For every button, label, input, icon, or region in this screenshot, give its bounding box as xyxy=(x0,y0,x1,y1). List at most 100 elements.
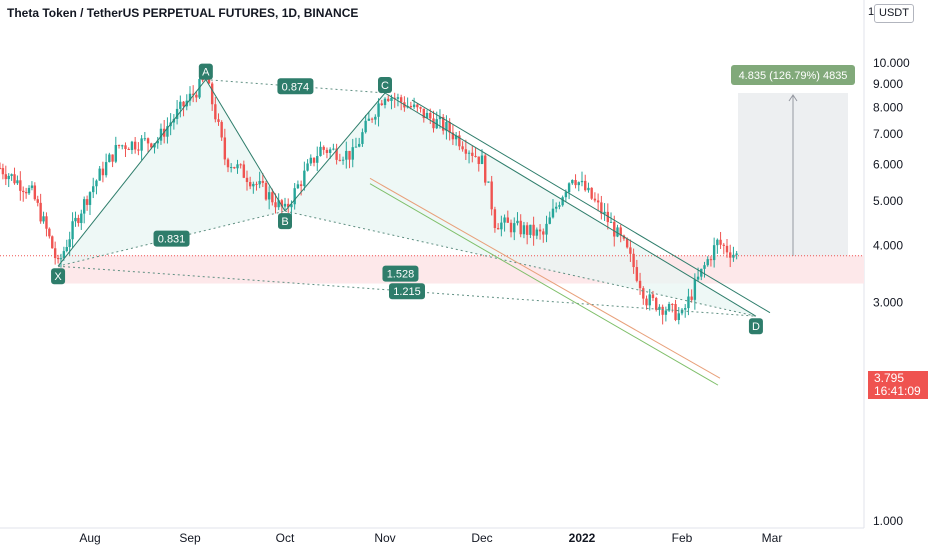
candle-body xyxy=(725,245,729,253)
point-label-c: C xyxy=(381,80,389,92)
candle-body xyxy=(506,217,510,223)
candle-body xyxy=(564,192,568,198)
candle-body xyxy=(191,93,195,95)
candle-body xyxy=(264,182,268,200)
current-price-value: 3.795 xyxy=(874,371,905,385)
point-label-a: A xyxy=(202,67,210,79)
candle-body xyxy=(252,183,255,187)
channel-lower-line-orange xyxy=(369,177,721,379)
candle-body xyxy=(13,174,16,184)
candle-body xyxy=(642,288,645,299)
candle-body xyxy=(425,112,429,119)
candle-body xyxy=(587,187,590,191)
candle-body xyxy=(361,132,364,144)
y-tick-label: 10.000 xyxy=(873,56,910,70)
candle-body xyxy=(290,204,293,208)
candle-body xyxy=(332,148,335,150)
candle-body xyxy=(454,135,458,140)
candle-body xyxy=(188,93,192,101)
candle-body xyxy=(606,211,610,223)
candle-body xyxy=(239,164,242,166)
candle-body xyxy=(322,146,325,150)
candle-body xyxy=(732,254,735,258)
candle-body xyxy=(603,211,606,214)
candle-body xyxy=(214,104,217,120)
candle-body xyxy=(674,304,677,320)
candle-body xyxy=(390,97,393,101)
candle-body xyxy=(664,310,668,315)
candle-body xyxy=(551,208,555,218)
unit-prefix: 1 xyxy=(868,6,875,18)
candle-body xyxy=(354,146,358,148)
candle-body xyxy=(719,239,722,245)
candle-body xyxy=(293,188,296,205)
candle-body xyxy=(348,150,351,160)
projection-arrow-head xyxy=(788,94,798,102)
projection-label: 4.835 (126.79%) 4835 xyxy=(739,70,848,82)
candle-body xyxy=(10,174,13,176)
candle-body xyxy=(255,183,258,185)
candle-body xyxy=(351,147,354,160)
candle-body xyxy=(24,192,28,194)
leg-cd xyxy=(384,92,757,317)
current-price-tag: 3.795 16:41:09 xyxy=(868,371,928,399)
candle-body xyxy=(248,182,252,187)
candle-body xyxy=(223,137,227,160)
candle-body xyxy=(65,247,68,252)
candle-body xyxy=(513,223,516,233)
candle-body xyxy=(442,117,445,131)
candle-body xyxy=(88,192,92,205)
candle-body xyxy=(661,306,664,315)
candle-body xyxy=(364,120,367,133)
candle-body xyxy=(703,265,706,269)
candle-body xyxy=(68,239,71,248)
candle-body xyxy=(654,298,658,310)
candle-body xyxy=(471,152,474,156)
y-tick-label: 6.000 xyxy=(873,158,903,172)
ratio-label: 1.215 xyxy=(393,286,421,298)
candle-body xyxy=(133,141,137,150)
point-label-d: D xyxy=(752,321,760,333)
candle-body xyxy=(516,220,519,224)
candle-body xyxy=(319,146,322,157)
candle-body xyxy=(229,167,233,169)
candle-body xyxy=(140,138,143,151)
candle-body xyxy=(245,177,249,183)
candle-body xyxy=(114,145,118,162)
x-tick-label: Dec xyxy=(471,531,492,545)
candle-body xyxy=(477,156,480,165)
candle-body xyxy=(92,186,95,193)
candle-body xyxy=(367,118,371,121)
y-tick-label: 4.000 xyxy=(873,238,903,252)
channel-lower-line-green xyxy=(369,183,719,386)
candle-body xyxy=(461,146,464,150)
candle-body xyxy=(117,145,121,147)
candle-body xyxy=(328,149,332,153)
candle-body xyxy=(62,251,66,259)
candle-body xyxy=(416,104,419,108)
candle-body xyxy=(48,228,51,237)
candle-body xyxy=(448,121,451,133)
candle-body xyxy=(522,225,526,235)
candle-body xyxy=(261,180,265,183)
candle-body xyxy=(538,229,542,232)
candle-body xyxy=(306,163,309,171)
candle-body xyxy=(1,168,5,175)
candle-body xyxy=(422,108,425,119)
candle-body xyxy=(419,107,422,109)
candle-body xyxy=(345,150,348,160)
candle-body xyxy=(312,157,316,163)
candle-body xyxy=(487,181,490,183)
point-label-x: X xyxy=(54,271,62,283)
x-tick-label: Nov xyxy=(374,531,395,545)
currency-unit-button[interactable]: USDT xyxy=(874,4,914,23)
candle-body xyxy=(567,183,571,193)
candle-body xyxy=(287,203,290,208)
candle-body xyxy=(0,167,2,169)
candle-body xyxy=(299,184,303,187)
point-label-b: B xyxy=(281,216,288,228)
candle-body xyxy=(651,294,655,299)
xab-triangle xyxy=(58,79,286,267)
candle-body xyxy=(445,121,448,131)
